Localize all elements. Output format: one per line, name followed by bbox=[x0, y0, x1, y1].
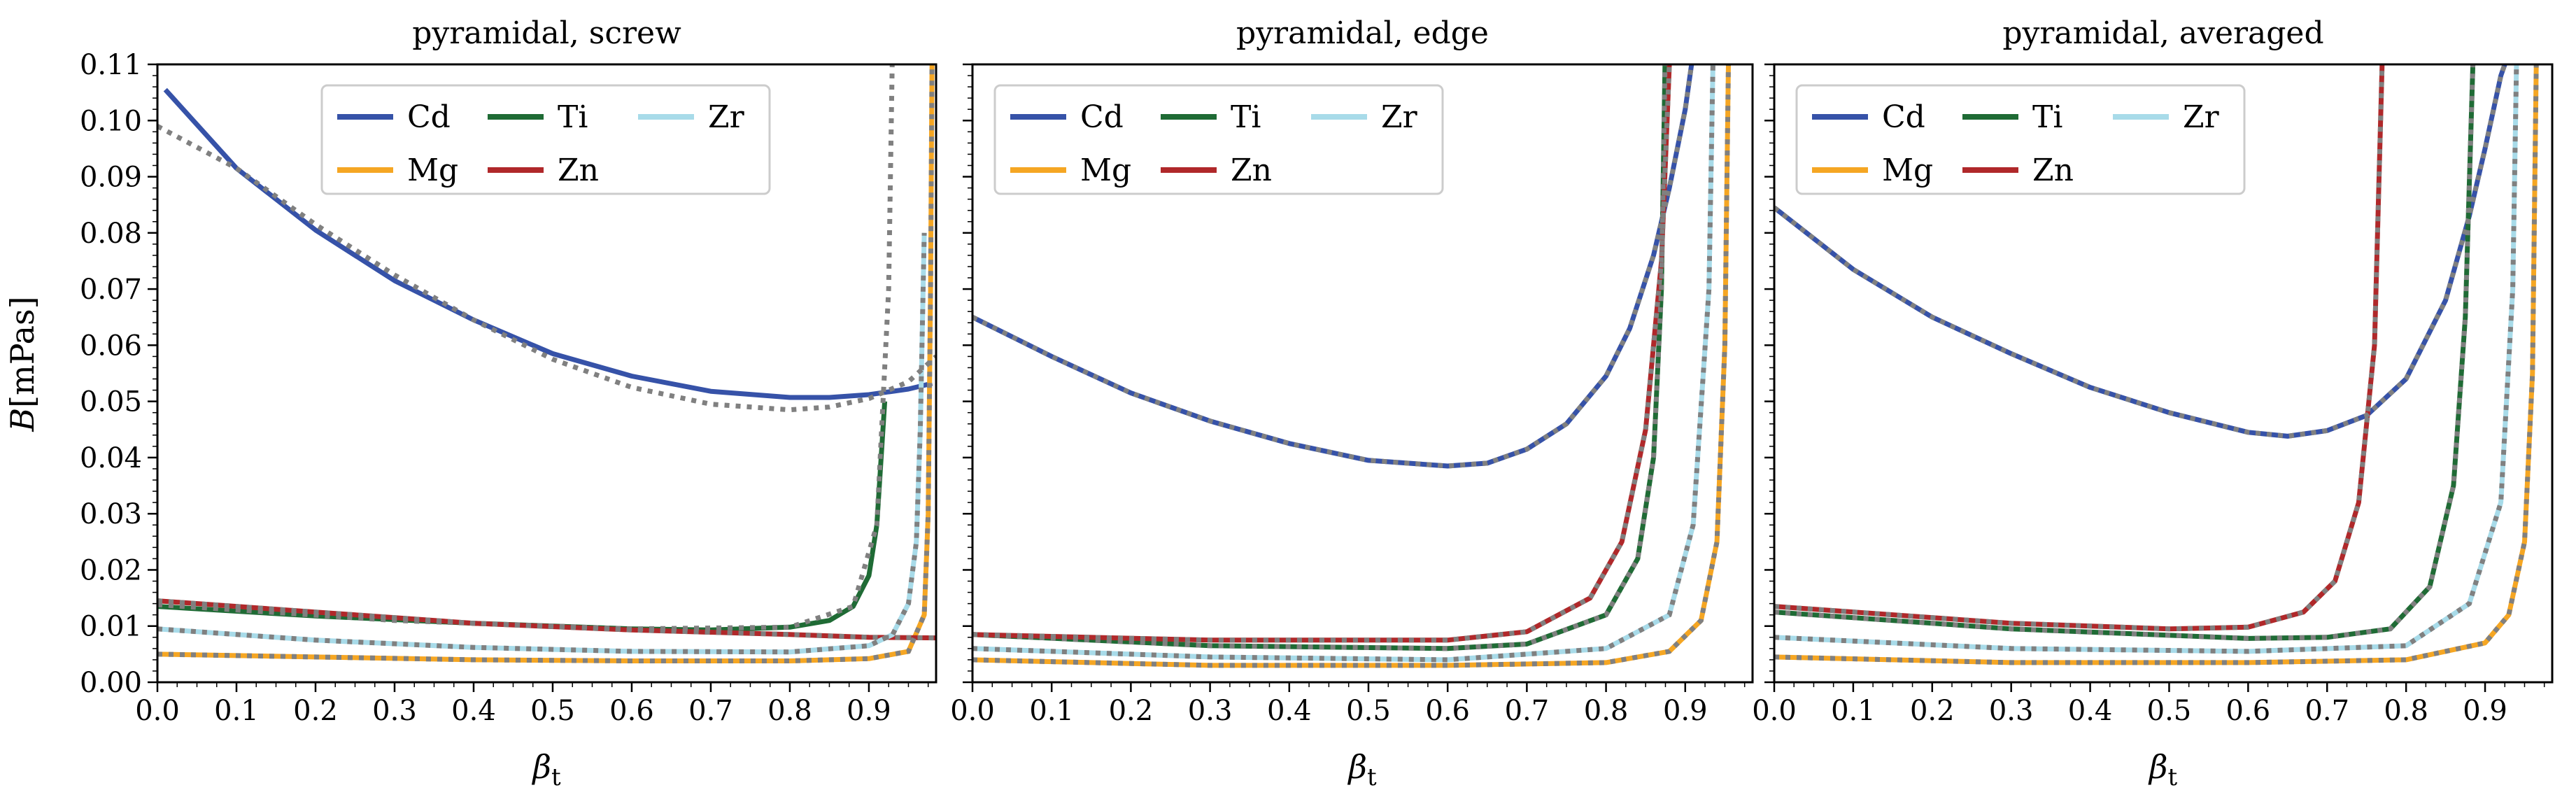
x-axis-label: βt bbox=[531, 748, 561, 791]
x-tick-label: 0.4 bbox=[1267, 695, 1312, 727]
x-tick-label: 0.4 bbox=[451, 695, 496, 727]
x-tick-label: 0.8 bbox=[767, 695, 812, 727]
legend: Cd Mg Ti Zn Zr bbox=[1795, 84, 2246, 195]
fit-line-ti bbox=[972, 64, 1668, 651]
x-tick-label: 0.1 bbox=[214, 695, 259, 727]
x-tick-label: 0.2 bbox=[293, 695, 338, 727]
x-tick-label: 0.8 bbox=[1584, 695, 1629, 727]
series-line-mg bbox=[157, 64, 935, 663]
legend-label-ti: Ti bbox=[2032, 99, 2062, 135]
legend-label-zn: Zn bbox=[2032, 153, 2074, 188]
series-line-zr bbox=[972, 64, 1715, 663]
fit-line-zn bbox=[1774, 64, 2385, 632]
series-group bbox=[1774, 64, 2539, 665]
legend-label-zn: Zn bbox=[1231, 153, 1272, 188]
fit-line-ti bbox=[1774, 64, 2476, 641]
x-tick-label: 0.9 bbox=[847, 695, 891, 727]
legend-label-cd: Cd bbox=[1080, 99, 1124, 135]
legend: Cd Mg Ti Zn Zr bbox=[993, 84, 1444, 195]
panel-1: pyramidal, screw 0.0 0.1 0.2 0.3 0.4 0.5 0.6 0.7… bbox=[80, 15, 937, 791]
axes-frame bbox=[156, 63, 937, 684]
y-tick-label: 0.10 bbox=[80, 105, 142, 137]
x-tick-label: 0.3 bbox=[372, 695, 417, 727]
fit-line-cd bbox=[1774, 64, 2507, 439]
axes-frame bbox=[1773, 63, 2554, 684]
legend-label-mg: Mg bbox=[1080, 153, 1131, 188]
y-tick-label: 0.11 bbox=[80, 49, 142, 81]
x-tick-label: 0.3 bbox=[1989, 695, 2034, 727]
series-line-zr bbox=[157, 232, 927, 655]
panels: pyramidal, screw 0.0 0.1 0.2 0.3 0.4 0.5 0.6 0.7… bbox=[80, 15, 2554, 791]
x-tick-label: 0.0 bbox=[1752, 695, 1797, 727]
series-line-cd bbox=[163, 87, 933, 400]
y-tick-label: 0.05 bbox=[80, 386, 142, 418]
axes-frame bbox=[971, 63, 1754, 684]
y-tick-label: 0.08 bbox=[80, 218, 142, 250]
fit-line-cd-fit bbox=[157, 124, 936, 413]
panel-title: pyramidal, screw bbox=[412, 15, 681, 51]
x-tick-label: 0.1 bbox=[1029, 695, 1074, 727]
legend: Cd Mg Ti Zn Zr bbox=[320, 84, 771, 195]
legend-label-zr: Zr bbox=[2183, 99, 2220, 135]
fit-line-zn bbox=[972, 64, 1672, 643]
series-group bbox=[157, 64, 936, 663]
fit-line-mg bbox=[972, 64, 1731, 668]
y-tick-label: 0.00 bbox=[80, 667, 142, 699]
y-tick-label: 0.01 bbox=[80, 611, 142, 643]
legend-label-zr: Zr bbox=[708, 99, 745, 135]
x-tick-label: 0.6 bbox=[1425, 695, 1470, 727]
legend-box bbox=[1795, 84, 2246, 195]
x-tick-label: 0.7 bbox=[2305, 695, 2349, 727]
x-tick-label: 0.7 bbox=[688, 695, 733, 727]
legend-label-zn: Zn bbox=[558, 153, 599, 188]
y-tick-label: 0.04 bbox=[80, 442, 142, 474]
y-tick-label: 0.07 bbox=[80, 274, 142, 306]
legend-label-zr: Zr bbox=[1381, 99, 1418, 135]
legend-box bbox=[993, 84, 1444, 195]
y-tick-label: 0.09 bbox=[80, 162, 142, 194]
panel-title: pyramidal, edge bbox=[1236, 15, 1489, 51]
legend-label-mg: Mg bbox=[407, 153, 458, 188]
x-tick-label: 0.5 bbox=[2147, 695, 2192, 727]
x-tick-label: 0.9 bbox=[2463, 695, 2507, 727]
x-tick-label: 0.6 bbox=[2226, 695, 2271, 727]
legend-label-cd: Cd bbox=[407, 99, 451, 135]
x-tick-label: 0.8 bbox=[2384, 695, 2428, 727]
x-tick-label: 0.0 bbox=[950, 695, 995, 727]
legend-label-cd: Cd bbox=[1882, 99, 1925, 135]
panel-title: pyramidal, averaged bbox=[2002, 15, 2323, 51]
x-tick-label: 0.9 bbox=[1663, 695, 1708, 727]
x-tick-label: 0.2 bbox=[1910, 695, 1955, 727]
x-tick-label: 0.4 bbox=[2068, 695, 2113, 727]
legend-box bbox=[320, 84, 771, 195]
y-tick-label: 0.06 bbox=[80, 330, 142, 362]
x-tick-label: 0.2 bbox=[1109, 695, 1154, 727]
fit-line-cd bbox=[972, 64, 1694, 469]
y-tick-label: 0.03 bbox=[80, 498, 142, 530]
legend-label-ti: Ti bbox=[1231, 99, 1261, 135]
x-axis-label: βt bbox=[2148, 748, 2178, 791]
fit-line-zn bbox=[157, 598, 936, 641]
x-tick-label: 0.0 bbox=[135, 695, 180, 727]
panel-2: pyramidal, edge 0.0 0.1 0.2 0.3 0.4 0.5 0.6 0.7 0… bbox=[950, 15, 1754, 791]
panel-3: pyramidal, averaged 0.0 0.1 0.2 0.3 0.4 0.5 0.6… bbox=[1752, 15, 2554, 791]
x-tick-label: 0.5 bbox=[530, 695, 575, 727]
legend-label-mg: Mg bbox=[1882, 153, 1933, 188]
x-tick-label: 0.3 bbox=[1188, 695, 1233, 727]
x-tick-label: 0.6 bbox=[609, 695, 654, 727]
legend-label-ti: Ti bbox=[558, 99, 588, 135]
series-group bbox=[972, 64, 1731, 668]
y-axis-label: B[mPas] bbox=[3, 296, 41, 432]
x-axis-label: βt bbox=[1347, 748, 1377, 791]
x-tick-label: 0.7 bbox=[1505, 695, 1550, 727]
y-tick-label: 0.02 bbox=[80, 554, 142, 586]
fit-line-mg bbox=[1774, 64, 2539, 665]
x-tick-label: 0.1 bbox=[1831, 695, 1876, 727]
series-line-zr bbox=[1774, 64, 2519, 654]
x-tick-label: 0.5 bbox=[1346, 695, 1391, 727]
